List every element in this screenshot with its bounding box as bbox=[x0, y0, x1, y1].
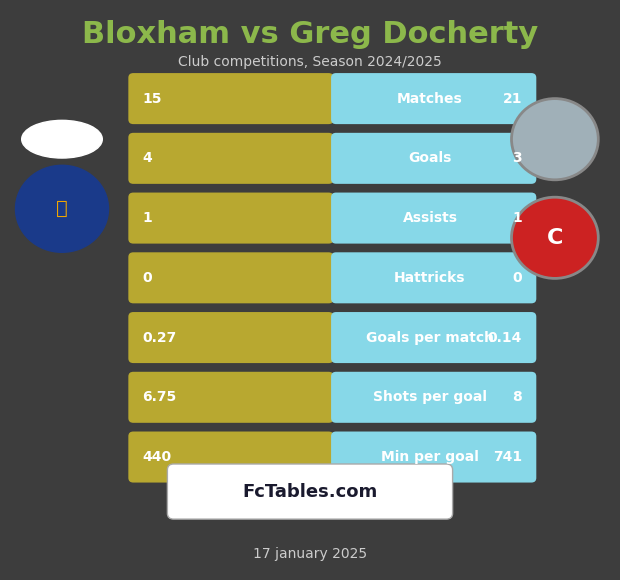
Text: 0: 0 bbox=[512, 271, 522, 285]
Text: Goals per match: Goals per match bbox=[366, 331, 494, 345]
Circle shape bbox=[512, 197, 598, 278]
Text: Min per goal: Min per goal bbox=[381, 450, 479, 464]
Text: 440: 440 bbox=[143, 450, 172, 464]
FancyBboxPatch shape bbox=[167, 464, 453, 519]
Text: 21: 21 bbox=[503, 92, 522, 106]
Text: 741: 741 bbox=[493, 450, 522, 464]
Ellipse shape bbox=[22, 120, 102, 158]
Text: 8: 8 bbox=[512, 390, 522, 404]
FancyBboxPatch shape bbox=[128, 193, 334, 244]
Text: Hattricks: Hattricks bbox=[394, 271, 466, 285]
Text: 1: 1 bbox=[512, 211, 522, 225]
Circle shape bbox=[512, 99, 598, 180]
Text: C: C bbox=[547, 228, 563, 248]
Text: Matches: Matches bbox=[397, 92, 463, 106]
Text: Bloxham vs Greg Docherty: Bloxham vs Greg Docherty bbox=[82, 20, 538, 49]
FancyBboxPatch shape bbox=[128, 312, 334, 363]
FancyBboxPatch shape bbox=[331, 73, 536, 124]
Text: 17 january 2025: 17 january 2025 bbox=[253, 547, 367, 561]
Text: 15: 15 bbox=[143, 92, 162, 106]
Text: ⚽: ⚽ bbox=[56, 200, 68, 218]
Text: 4: 4 bbox=[143, 151, 153, 165]
FancyBboxPatch shape bbox=[331, 193, 536, 244]
FancyBboxPatch shape bbox=[331, 133, 536, 184]
FancyBboxPatch shape bbox=[128, 133, 334, 184]
FancyBboxPatch shape bbox=[128, 73, 334, 124]
Text: 0: 0 bbox=[143, 271, 153, 285]
FancyBboxPatch shape bbox=[128, 432, 334, 483]
Text: Goals: Goals bbox=[409, 151, 451, 165]
Text: 0.27: 0.27 bbox=[143, 331, 177, 345]
FancyBboxPatch shape bbox=[331, 372, 536, 423]
FancyBboxPatch shape bbox=[331, 432, 536, 483]
Text: Shots per goal: Shots per goal bbox=[373, 390, 487, 404]
Text: 0.14: 0.14 bbox=[488, 331, 522, 345]
FancyBboxPatch shape bbox=[331, 252, 536, 303]
Text: Assists: Assists bbox=[402, 211, 458, 225]
Text: Club competitions, Season 2024/2025: Club competitions, Season 2024/2025 bbox=[178, 55, 442, 69]
FancyBboxPatch shape bbox=[331, 312, 536, 363]
Text: FcTables.com: FcTables.com bbox=[242, 483, 378, 501]
Text: 6.75: 6.75 bbox=[143, 390, 177, 404]
Circle shape bbox=[16, 165, 108, 252]
FancyBboxPatch shape bbox=[128, 372, 334, 423]
Text: 3: 3 bbox=[512, 151, 522, 165]
FancyBboxPatch shape bbox=[128, 252, 334, 303]
Text: 1: 1 bbox=[143, 211, 153, 225]
